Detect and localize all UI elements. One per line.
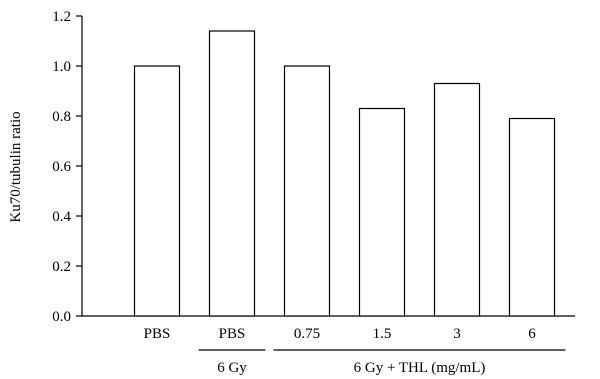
x-tick-label: 0.75 <box>294 326 320 342</box>
bars <box>133 30 556 317</box>
y-axis: 0.0 0.2 0.4 0.6 0.8 1.0 1.2 <box>52 9 83 325</box>
y-tick-label: 1.2 <box>52 9 71 25</box>
x-tick-label: 3 <box>453 326 461 342</box>
bar <box>133 65 181 317</box>
bar <box>283 65 331 317</box>
x-tick-label: 6 <box>528 326 536 342</box>
group-label: 6 Gy <box>217 360 247 376</box>
y-axis-title: Ku70/tubulin ratio <box>8 111 24 222</box>
y-tick-label: 0.2 <box>52 259 71 275</box>
y-tick-label: 1.0 <box>52 59 71 75</box>
group-label: 6 Gy + THL (mg/mL) <box>354 360 486 376</box>
x-tick-label: PBS <box>144 326 171 342</box>
y-tick-label: 0.4 <box>52 209 71 225</box>
x-tick-labels: PBS PBS 0.75 1.5 3 6 <box>144 326 537 342</box>
x-tick-label: PBS <box>219 326 246 342</box>
y-tick-label: 0.0 <box>52 309 71 325</box>
x-tick-label: 1.5 <box>373 326 392 342</box>
bar <box>433 82 481 317</box>
bar <box>358 107 406 317</box>
bar <box>508 117 556 317</box>
y-tick-label: 0.8 <box>52 109 71 125</box>
bar <box>208 30 256 317</box>
group-labels: 6 Gy 6 Gy + THL (mg/mL) <box>198 349 566 376</box>
y-tick-label: 0.6 <box>52 159 71 175</box>
